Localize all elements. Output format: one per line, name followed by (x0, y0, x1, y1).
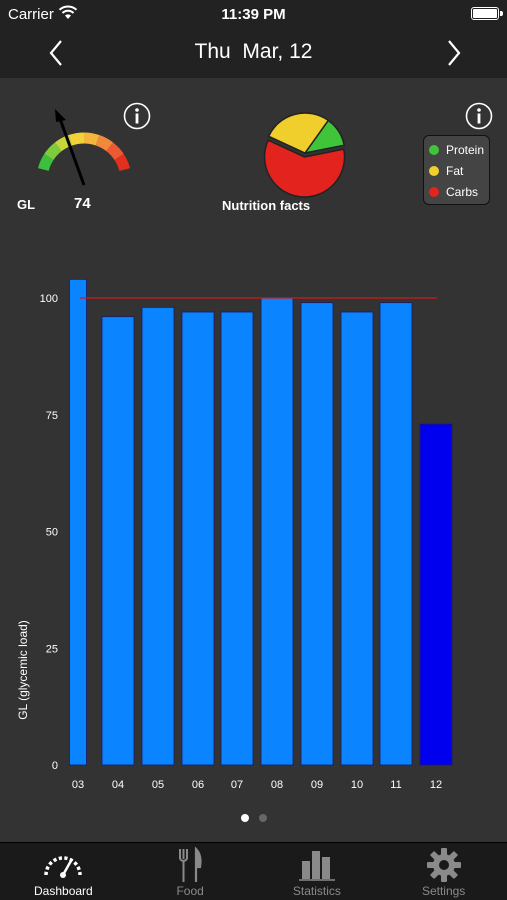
tab-label: Dashboard (34, 884, 93, 898)
carrier-label: Carrier (8, 6, 54, 23)
tab-label: Statistics (292, 884, 341, 898)
page-dot[interactable] (258, 814, 267, 822)
gauge-label: GL (17, 197, 36, 212)
nutrition-legend: Protein Fat Carbs (423, 135, 490, 205)
previous-day-button[interactable] (42, 38, 72, 68)
tab-label: Food (176, 884, 204, 898)
fat-dot-icon (429, 166, 439, 176)
x-tick-label: 11 (390, 779, 401, 791)
bar-12[interactable] (419, 423, 453, 766)
bar-chart-svg: GL (glycemic load) 0 25 50 75 100 03 04 05 06 07… (16, 278, 453, 791)
gear-tooth (440, 874, 447, 882)
nutrition-facts-label: Nutrition facts (222, 198, 311, 213)
tab-label: Settings (421, 884, 466, 898)
bar-10[interactable] (340, 311, 374, 766)
y-tick-label: 0 (52, 760, 58, 772)
summary-panel: GL 74 Nutrition facts (0, 78, 507, 228)
tab-statistics[interactable]: Statistics (254, 843, 381, 900)
bar-07[interactable] (220, 311, 254, 766)
page-dot[interactable] (240, 814, 249, 822)
gauge-info-button[interactable] (123, 102, 151, 130)
y-tick-label: 50 (46, 527, 58, 539)
pie-slice-carbs (263, 139, 346, 198)
legend-label: Fat (446, 164, 464, 178)
gauge-segment (37, 153, 54, 172)
gauge-segment (54, 135, 73, 152)
gauge-segment (95, 135, 114, 152)
x-tick-label: 09 (311, 779, 323, 791)
legend-item-fat: Fat (429, 163, 463, 179)
x-tick-label: 10 (351, 779, 363, 791)
tab-dashboard[interactable]: Dashboard (0, 843, 127, 900)
fork-knife-icon (179, 847, 202, 882)
bar-08[interactable] (260, 297, 294, 766)
legend-label: Protein (446, 143, 485, 157)
nav-bar: Thu Mar, 12 (0, 28, 507, 78)
bar-09[interactable] (300, 302, 334, 766)
battery-icon (471, 7, 503, 20)
gear-tooth (440, 848, 447, 856)
nutrition-info-button[interactable] (465, 102, 493, 130)
carbs-dot-icon (429, 187, 439, 197)
x-tick-label: 12 (430, 779, 442, 791)
gauge-value: 74 (74, 195, 91, 212)
bar-04[interactable] (101, 316, 135, 766)
y-tick-label: 25 (46, 643, 58, 655)
status-bar: Carrier 11:39 PM (0, 0, 507, 28)
pie-slice-fat (267, 112, 330, 154)
gear-icon (426, 848, 461, 882)
tab-bar: Dashboard Food Statistics Settings (0, 842, 507, 900)
x-tick-label: 08 (271, 779, 283, 791)
gauge-segment (44, 142, 62, 161)
tab-settings[interactable]: Settings (380, 843, 507, 900)
date-title: Thu Mar, 12 (194, 40, 313, 63)
x-tick-label: 05 (152, 779, 164, 791)
gauge-segment (114, 153, 131, 172)
gauge-segment (106, 142, 124, 161)
bar-05[interactable] (141, 306, 175, 766)
legend-label: Carbs (446, 185, 479, 199)
x-tick-label: 07 (231, 779, 243, 791)
y-tick-label: 75 (46, 410, 58, 422)
legend-item-protein: Protein (429, 142, 484, 158)
gauge-segment (83, 132, 100, 146)
x-tick-label: 03 (72, 779, 84, 791)
y-axis-label: GL (glycemic load) (16, 620, 30, 720)
page-indicator[interactable] (0, 814, 507, 822)
next-day-button[interactable] (438, 38, 468, 68)
y-tick-label: 100 (40, 293, 58, 305)
bar-chart-icon (298, 851, 335, 881)
gauge-segment (68, 132, 85, 146)
nutrition-pie-chart (263, 112, 346, 198)
gear-tooth (426, 862, 435, 868)
x-tick-label: 04 (112, 779, 124, 791)
bar-11[interactable] (379, 302, 413, 766)
x-tick-label: 06 (192, 779, 204, 791)
tab-food[interactable]: Food (127, 843, 254, 900)
legend-item-carbs: Carbs (429, 184, 478, 200)
dashboard-gauge-icon (44, 856, 83, 878)
clock: 11:39 PM (221, 6, 286, 23)
glycemic-load-gauge (37, 109, 131, 186)
bar-06[interactable] (181, 311, 215, 766)
protein-dot-icon (429, 145, 439, 155)
bar-03[interactable] (69, 278, 87, 766)
gear-tooth (452, 862, 461, 868)
glycemic-load-chart: GL (glycemic load) 0 25 50 75 100 03 04 05 06 07… (0, 260, 507, 800)
wifi-icon (58, 5, 78, 19)
